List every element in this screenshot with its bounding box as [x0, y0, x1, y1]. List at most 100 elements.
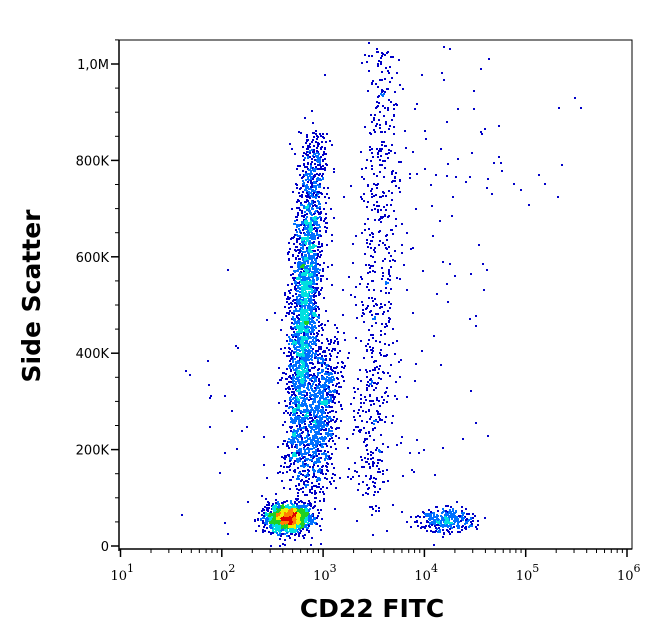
data-point	[300, 509, 302, 511]
data-point	[289, 406, 291, 408]
data-point	[281, 527, 283, 529]
data-point	[278, 402, 280, 404]
data-point	[318, 486, 320, 488]
data-point	[317, 350, 319, 352]
data-point	[314, 163, 316, 165]
data-point	[326, 376, 328, 378]
data-point	[262, 517, 264, 519]
data-point	[310, 358, 312, 360]
data-point	[295, 387, 297, 389]
data-point	[290, 354, 292, 356]
data-point	[262, 508, 264, 510]
data-point	[308, 399, 310, 401]
data-point	[301, 221, 303, 223]
data-point	[297, 282, 299, 284]
data-point	[294, 446, 296, 448]
data-point	[307, 350, 309, 352]
data-point	[334, 474, 336, 476]
data-point	[298, 407, 300, 409]
data-point	[338, 382, 340, 384]
data-point	[317, 440, 319, 442]
data-point	[304, 465, 306, 467]
data-point	[317, 471, 319, 473]
data-point	[292, 453, 294, 455]
data-point	[316, 147, 318, 149]
data-point	[313, 506, 315, 508]
data-point	[309, 279, 311, 281]
data-point	[258, 525, 260, 527]
data-point	[288, 355, 290, 357]
data-point	[300, 323, 302, 325]
data-point	[312, 521, 314, 523]
data-point	[303, 456, 305, 458]
data-point	[310, 439, 312, 441]
data-point	[322, 268, 324, 270]
data-point	[293, 422, 295, 424]
data-point	[311, 186, 313, 188]
data-point	[295, 455, 297, 457]
data-point	[321, 245, 323, 247]
data-point	[294, 539, 296, 541]
data-point	[322, 154, 324, 156]
data-point	[308, 509, 310, 511]
data-point	[285, 510, 287, 512]
data-point	[307, 465, 309, 467]
data-point	[297, 325, 299, 327]
data-point	[300, 319, 302, 321]
data-point	[316, 179, 318, 181]
data-point	[296, 219, 298, 221]
data-point	[284, 400, 286, 402]
data-point	[286, 535, 288, 537]
data-point	[325, 202, 327, 204]
data-point	[299, 525, 301, 527]
data-point	[313, 391, 315, 393]
data-point	[307, 293, 309, 295]
data-point	[316, 207, 318, 209]
data-point	[291, 503, 293, 505]
data-point	[298, 353, 300, 355]
data-point	[317, 246, 319, 248]
data-point	[322, 384, 324, 386]
data-point	[319, 230, 321, 232]
data-point	[263, 515, 265, 517]
data-point	[322, 275, 324, 277]
data-point	[313, 153, 315, 155]
data-point	[310, 192, 312, 194]
data-point	[304, 251, 306, 253]
data-point	[295, 420, 297, 422]
data-point	[307, 313, 309, 315]
data-point	[307, 252, 309, 254]
data-point	[317, 253, 319, 255]
data-point	[298, 228, 300, 230]
data-point	[328, 197, 330, 199]
data-point	[309, 234, 311, 236]
data-point	[309, 459, 311, 461]
data-point	[304, 313, 306, 315]
data-point	[341, 375, 343, 377]
data-point	[293, 433, 295, 435]
data-point	[276, 514, 278, 516]
data-point	[284, 462, 286, 464]
data-point	[308, 451, 310, 453]
data-point	[295, 404, 297, 406]
data-point	[310, 167, 312, 169]
data-point	[314, 410, 316, 412]
data-point	[292, 455, 294, 457]
data-point	[269, 519, 271, 521]
data-point	[299, 364, 301, 366]
data-point	[294, 327, 296, 329]
data-point	[289, 403, 291, 405]
data-point	[314, 306, 316, 308]
data-point	[319, 353, 321, 355]
data-point	[323, 187, 325, 189]
data-point	[312, 352, 314, 354]
data-point	[301, 362, 303, 364]
data-point	[284, 533, 286, 535]
data-point	[262, 520, 264, 522]
data-point	[289, 460, 291, 462]
data-point	[295, 258, 297, 260]
data-point	[298, 337, 300, 339]
data-point	[319, 162, 321, 164]
data-point	[296, 238, 298, 240]
data-point	[317, 249, 319, 251]
